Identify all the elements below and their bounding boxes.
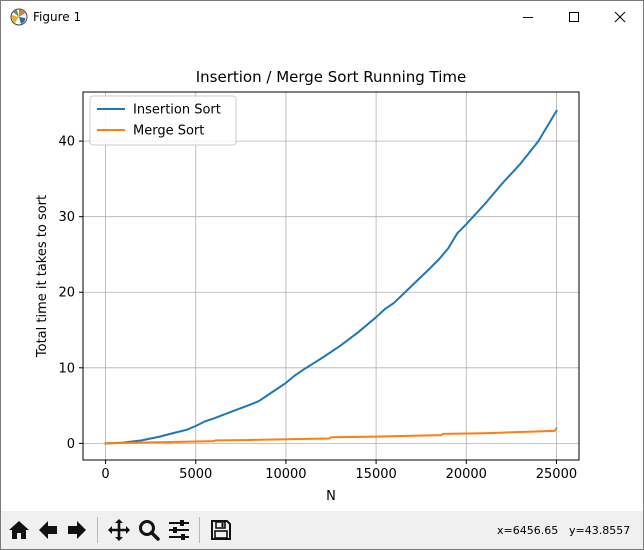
sliders-icon <box>169 520 189 540</box>
plot-frame <box>82 91 580 461</box>
insertion-sort-line <box>104 109 558 445</box>
arrow-right-icon <box>68 521 86 539</box>
x-tick-label: 15000 <box>355 467 396 482</box>
navigation-toolbar: x=6456.65 y=43.8557 <box>1 511 643 549</box>
floppy-icon <box>211 520 231 540</box>
arrow-left-icon <box>39 521 57 539</box>
legend-box <box>89 95 237 146</box>
x-axis-label: N <box>326 489 336 504</box>
y-tick-label: 0 <box>67 437 75 452</box>
configure-subplots-button[interactable] <box>165 515 193 545</box>
home-icon <box>9 521 29 539</box>
save-button[interactable] <box>207 515 235 545</box>
legend-label-insertion: Insertion Sort <box>133 103 221 118</box>
minimize-icon <box>523 17 533 18</box>
legend-label-merge: Merge Sort <box>133 124 204 139</box>
back-button[interactable] <box>34 515 62 545</box>
x-tick-label: 25000 <box>536 467 577 482</box>
chart-title: Insertion / Merge Sort Running Time <box>196 68 467 86</box>
y-tick-label: 40 <box>58 135 75 150</box>
window-title: Figure 1 <box>33 10 82 24</box>
toolbar-separator <box>199 517 200 543</box>
merge-sort-line <box>104 426 558 445</box>
x-tick-label: 10000 <box>265 467 306 482</box>
close-button[interactable] <box>597 1 643 33</box>
toolbar-separator <box>97 517 98 543</box>
matplotlib-logo-icon <box>10 8 28 26</box>
y-tick-label: 30 <box>58 210 75 225</box>
maximize-button[interactable] <box>551 1 597 33</box>
x-coordinate-readout: x=6456.65 <box>497 524 559 537</box>
y-coordinate-readout: y=43.8557 <box>569 524 631 537</box>
x-tick-label: 0 <box>101 467 109 482</box>
minimize-button[interactable] <box>505 1 551 33</box>
y-tick-label: 10 <box>58 361 75 376</box>
move-icon <box>108 519 130 541</box>
title-bar[interactable]: Figure 1 <box>1 1 643 33</box>
zoom-button[interactable] <box>135 515 163 545</box>
plot-canvas[interactable]: Insertion / Merge Sort Running Time 0 500… <box>1 33 643 511</box>
x-tick-label: 5000 <box>179 467 212 482</box>
pan-button[interactable] <box>105 515 133 545</box>
legend: Insertion Sort Merge Sort <box>89 95 237 146</box>
y-tick-label: 20 <box>58 286 75 301</box>
line-chart: Insertion / Merge Sort Running Time 0 500… <box>35 68 580 504</box>
magnifier-icon <box>139 520 160 541</box>
x-tick-label: 20000 <box>446 467 487 482</box>
maximize-icon <box>569 12 579 22</box>
close-icon <box>614 11 626 23</box>
forward-button[interactable] <box>63 515 91 545</box>
home-button[interactable] <box>5 515 33 545</box>
y-axis-label: Total time it takes to sort <box>35 195 50 358</box>
